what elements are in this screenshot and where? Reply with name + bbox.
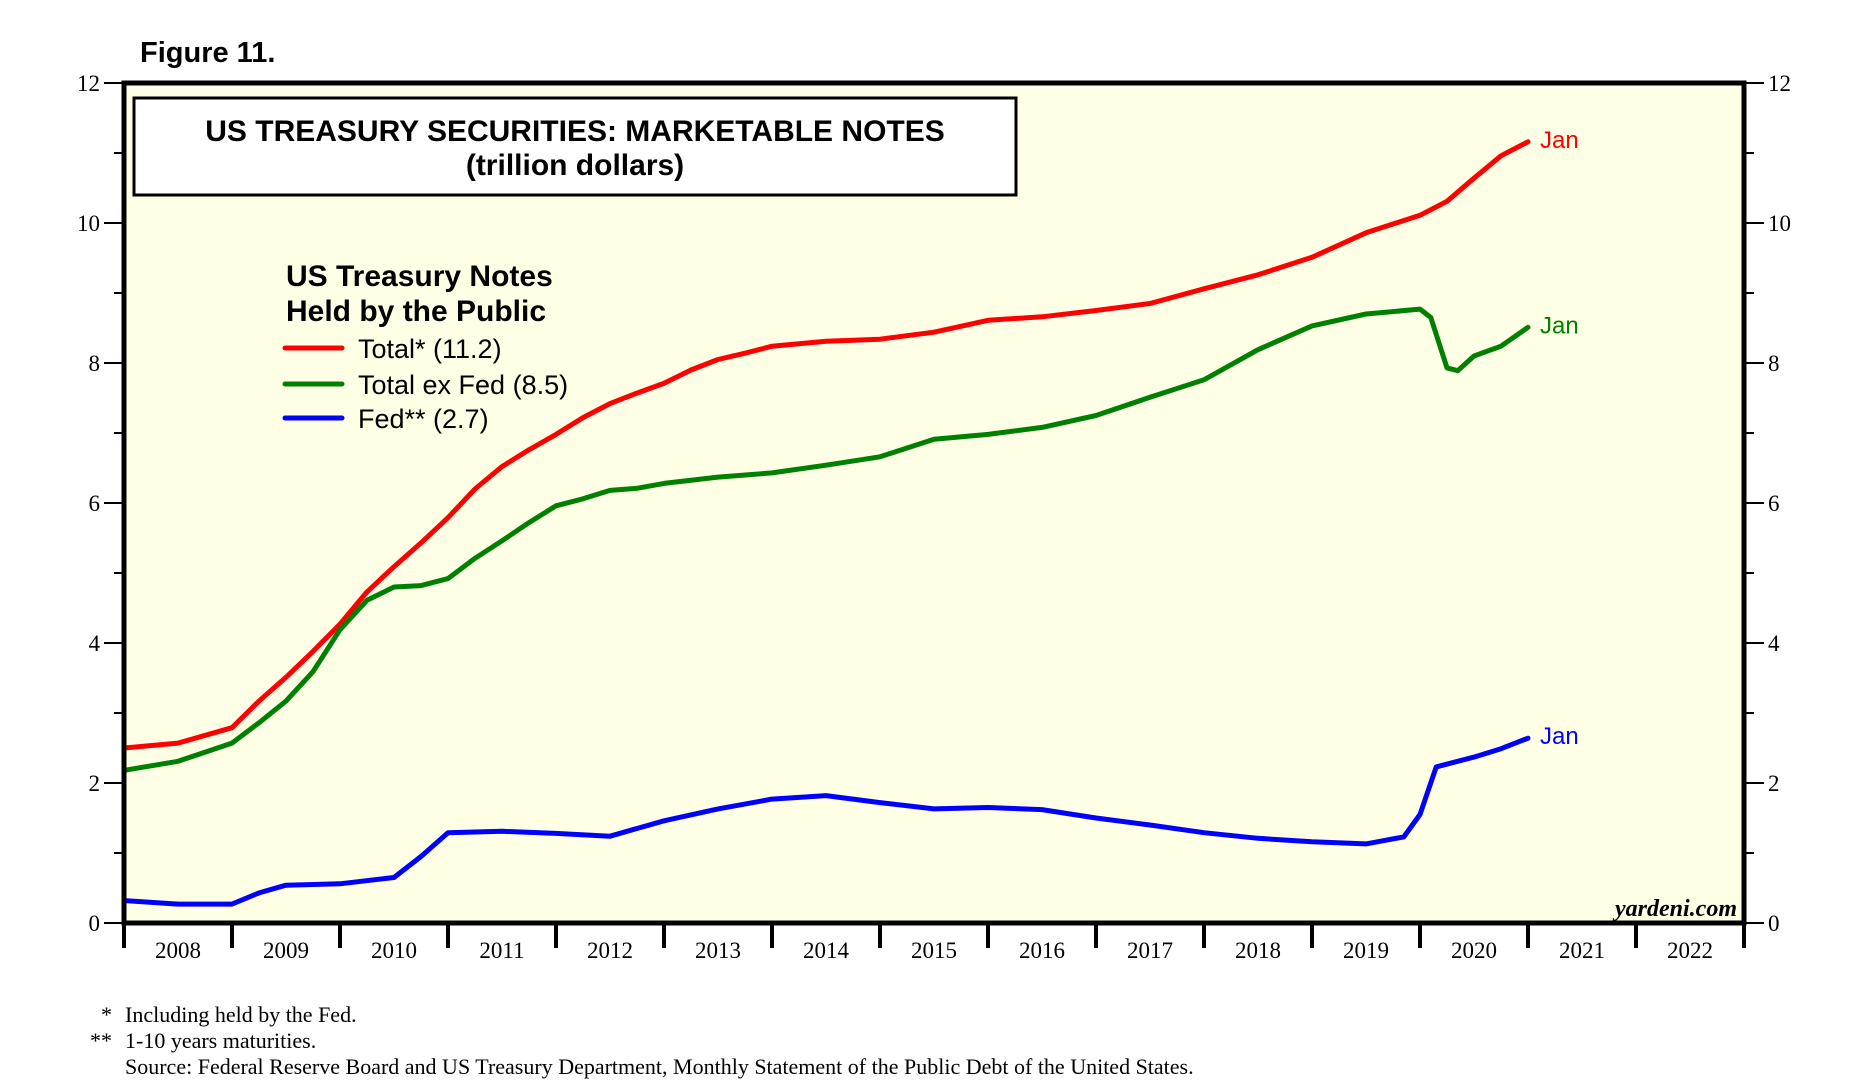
x-tick-label: 2019 <box>1343 938 1389 963</box>
legend-label-total-ex-fed: Total ex Fed (8.5) <box>358 370 568 400</box>
legend-label-fed: Fed** (2.7) <box>358 404 489 434</box>
x-tick-label: 2016 <box>1019 938 1065 963</box>
series-layer: Jan Jan Jan <box>121 127 1579 907</box>
x-tick-label: 2018 <box>1235 938 1281 963</box>
y-tick-label-left: 6 <box>89 491 101 516</box>
x-tick-label: 2014 <box>803 938 850 963</box>
end-label: Jan <box>1540 312 1579 339</box>
y-tick-label-left: 4 <box>89 631 101 656</box>
plot-area <box>124 83 1744 923</box>
x-axis: 2008 2009 2010 2011 2012 2013 2014 2015 2016 2017… <box>122 923 1746 963</box>
x-tick-label: 2015 <box>911 938 957 963</box>
x-tick-label: 2017 <box>1127 938 1173 963</box>
footnotes: * Including held by the Fed. ** 1-10 yea… <box>90 1002 1194 1079</box>
y-tick-label-right: 4 <box>1768 631 1780 656</box>
footnote-mark-1: * <box>101 1002 112 1027</box>
x-tick-label: 2020 <box>1451 938 1497 963</box>
y-tick-label-left: 2 <box>89 771 101 796</box>
series-line-2 <box>121 735 1531 907</box>
x-tick-label: 2021 <box>1559 938 1605 963</box>
figure-label: Figure 11. <box>140 37 275 69</box>
title-box-frame <box>132 96 1018 197</box>
chart-title: US TREASURY SECURITIES: MARKETABLE NOTES <box>205 115 945 148</box>
end-label: Jan <box>1540 127 1579 154</box>
y-tick-label-right: 2 <box>1768 771 1780 796</box>
source-note: Source: Federal Reserve Board and US Tre… <box>125 1054 1194 1079</box>
y-tick-label-left: 8 <box>89 351 101 376</box>
legend-title-line-1: US Treasury Notes <box>286 260 553 293</box>
x-tick-label: 2012 <box>587 938 633 963</box>
legend-label-total: Total* (11.2) <box>358 334 502 364</box>
x-tick-label: 2011 <box>479 938 524 963</box>
x-tick-label: 2009 <box>263 938 309 963</box>
y-tick-label-right: 0 <box>1768 911 1780 936</box>
y-tick-label-left: 0 <box>89 911 101 936</box>
plot-frame <box>121 80 1747 926</box>
legend-title-line-2: Held by the Public <box>286 295 546 328</box>
y-tick-label-right: 12 <box>1768 71 1791 96</box>
footnote-mark-2: ** <box>90 1028 112 1053</box>
y-tick-label-right: 10 <box>1768 211 1791 236</box>
y-axis-left: 0 2 4 6 8 10 12 <box>77 71 124 936</box>
footnote-2: 1-10 years maturities. <box>125 1028 316 1053</box>
title-box: US TREASURY SECURITIES: MARKETABLE NOTES… <box>132 96 1018 197</box>
y-axis-right: 0 2 4 6 8 10 12 <box>1744 71 1791 936</box>
x-tick-label: 2008 <box>155 938 201 963</box>
x-tick-label: 2022 <box>1667 938 1713 963</box>
legend: US Treasury Notes Held by the Public Tot… <box>282 260 568 434</box>
x-tick-label: 2013 <box>695 938 741 963</box>
end-label: Jan <box>1540 723 1579 750</box>
footnote-1: Including held by the Fed. <box>125 1002 357 1027</box>
y-tick-label-right: 8 <box>1768 351 1780 376</box>
chart-subtitle: (trillion dollars) <box>466 149 684 182</box>
y-tick-label-right: 6 <box>1768 491 1780 516</box>
watermark: yardeni.com <box>1612 896 1737 922</box>
y-tick-label-left: 12 <box>77 71 100 96</box>
y-tick-label-left: 10 <box>77 211 100 236</box>
x-tick-label: 2010 <box>371 938 417 963</box>
